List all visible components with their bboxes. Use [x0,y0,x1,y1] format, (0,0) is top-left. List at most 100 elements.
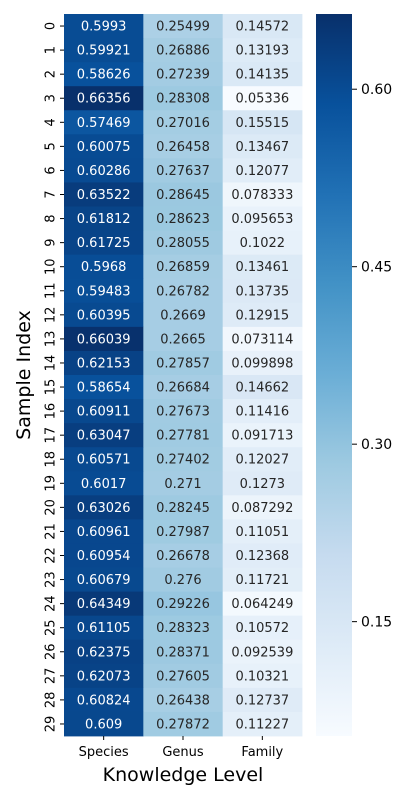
cell-value-label: 0.13735 [235,284,289,299]
cell-value-label: 0.58654 [77,381,131,396]
heatmap-cell [222,254,303,280]
cell-value-label: 0.271 [164,477,201,492]
cell-value-label: 0.63026 [77,501,131,516]
heatmap-cell [222,399,303,424]
cell-value-label: 0.092539 [231,645,293,660]
heatmap-cell [143,230,224,256]
row-tick-label: 19 [44,475,59,492]
cell-value-label: 0.5968 [81,260,127,275]
cell-value-label: 0.28623 [156,212,210,227]
row-tick-labels: 0123456789101112131415161718192021222324… [44,22,64,732]
cell-value-label: 0.26458 [156,140,210,155]
heatmap-cell [222,543,303,568]
row-tick-label: 5 [44,142,59,150]
cell-value-label: 0.59483 [77,284,131,299]
cell-value-label: 0.099898 [231,356,293,371]
cell-value-label: 0.27673 [156,405,210,420]
cell-value-label: 0.13461 [235,260,289,275]
heatmap-cell [222,447,303,472]
cell-value-label: 0.63522 [77,188,131,203]
row-tick-label: 16 [44,403,59,420]
cell-value-label: 0.1273 [240,477,286,492]
heatmap-cell [143,639,224,665]
cell-value-label: 0.12077 [235,164,289,179]
cell-value-label: 0.25499 [156,20,210,35]
cell-value-label: 0.27016 [156,116,210,131]
heatmap-cell [64,62,144,87]
cell-value-label: 0.26438 [156,693,210,708]
heatmap-cell [143,591,224,617]
row-tick-label: 26 [44,643,59,660]
column-tick-labels: Species Genus Family [79,736,284,760]
cell-value-label: 0.28371 [156,645,210,660]
cell-value-label: 0.27987 [156,525,210,540]
cell-value-label: 0.66356 [77,92,131,107]
cell-value-label: 0.62153 [77,356,131,371]
heatmap-cell [222,230,303,256]
heatmap-cell [143,399,224,424]
cell-value-label: 0.27857 [156,356,210,371]
row-tick-label: 25 [44,619,59,636]
cell-value-label: 0.28323 [156,621,210,636]
y-axis-label: Sample Index [13,310,35,440]
heatmap-cell [143,254,224,280]
heatmap-cell [222,182,303,207]
heatmap-cell [64,86,144,111]
colorbar-tick-label: 0.45 [361,260,392,276]
cell-value-label: 0.60571 [77,453,131,468]
heatmap-cell [143,134,224,159]
cell-value-label: 0.27872 [156,717,210,732]
row-tick-label: 24 [44,595,59,612]
heatmap-cell [222,639,303,665]
cell-value-label: 0.61725 [77,236,131,251]
cell-value-label: 0.12737 [235,693,289,708]
cell-value-label: 0.6017 [81,477,127,492]
heatmap-cell [64,206,144,231]
heatmap-cell [64,134,144,159]
cell-value-label: 0.078333 [231,188,293,203]
heatmap-cell [64,687,144,713]
heatmap-cell [143,519,224,544]
cell-value-label: 0.60395 [77,308,131,323]
cell-value-label: 0.11051 [235,525,289,540]
cell-value-label: 0.13193 [235,44,289,59]
row-tick-label: 9 [44,238,59,246]
colorbar-tick-label: 0.30 [361,437,392,453]
heatmap-cell [222,278,303,304]
cell-value-label: 0.28645 [156,188,210,203]
heatmap-cell [143,86,224,111]
cell-value-label: 0.14135 [235,68,289,83]
row-tick-label: 8 [44,214,59,222]
cell-value-label: 0.095653 [231,212,293,227]
heatmap-cell [64,278,144,304]
cell-value-label: 0.60961 [77,525,131,540]
cell-value-label: 0.28245 [156,501,210,516]
heatmap-cell [64,423,144,448]
heatmap-cell [64,639,144,665]
heatmap-cell [143,278,224,304]
heatmap-cell [143,14,224,39]
cell-value-label: 0.13467 [235,140,289,155]
heatmap-cell [64,110,144,135]
heatmap-cell [222,495,303,520]
heatmap-cell [64,158,144,183]
heatmap-cell [143,158,224,183]
cell-value-label: 0.63047 [77,429,131,444]
heatmap-cell [222,591,303,617]
heatmap-cell [64,663,144,689]
heatmap-cell [64,399,144,424]
heatmap-cell [143,182,224,207]
row-tick-label: 18 [44,451,59,468]
heatmap-cell [64,471,144,496]
heatmap-cell [143,326,224,352]
row-tick-label: 10 [44,258,59,275]
cell-value-label: 0.26684 [156,381,210,396]
heatmap-cell [64,591,144,617]
heatmap-cell [222,38,303,63]
heatmap-cell [222,471,303,496]
heatmap-cell-labels: 0.5993 0.25499 0.14572 0.59921 0.26886 0.1319… [77,20,294,733]
heatmap-cell [222,375,303,400]
heatmap-cell [64,14,144,39]
cell-value-label: 0.60286 [77,164,131,179]
